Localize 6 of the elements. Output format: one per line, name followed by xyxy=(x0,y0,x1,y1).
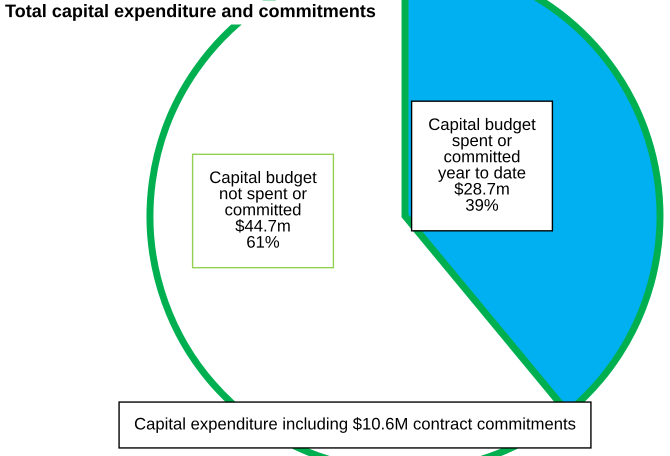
slice-label: Capital budget spent or committed year to date $28.7m xyxy=(429,118,536,196)
data-label: 39% xyxy=(466,199,498,211)
data-label: 61% xyxy=(247,236,280,248)
chart-title: Total capital expenditure and commitments xyxy=(5,4,376,21)
slice-label: Capital budget not spent or committed $44.7m xyxy=(210,170,317,233)
text: Capital expenditure including $10.6M contract commitments xyxy=(134,417,576,433)
